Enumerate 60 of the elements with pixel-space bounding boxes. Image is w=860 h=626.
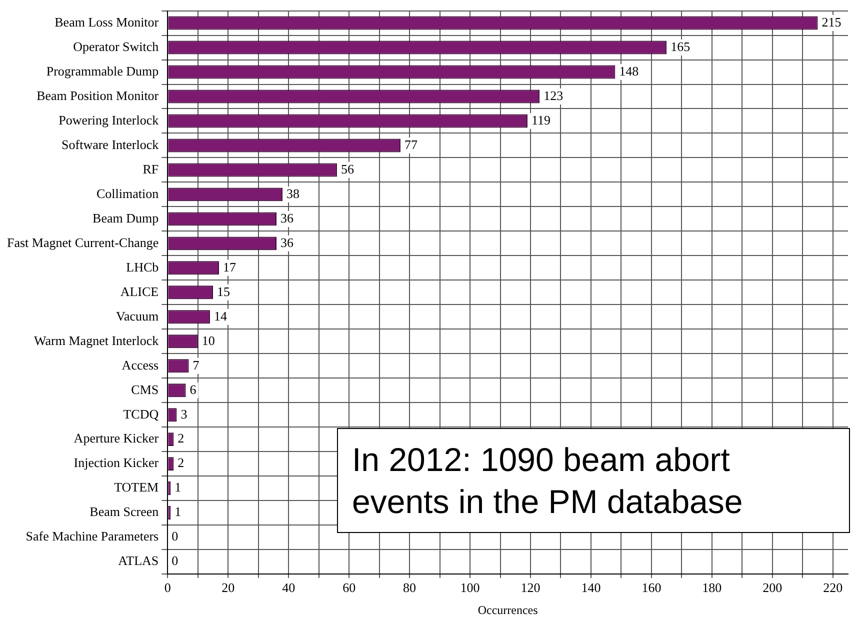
data-label: 56	[340, 161, 354, 176]
x-tick-label: 20	[222, 580, 235, 596]
y-tick-label: Fast Magnet Current-Change	[6, 234, 159, 250]
data-label: 3	[180, 406, 188, 422]
y-tick-label: LHCb	[126, 259, 159, 274]
data-label: 36	[280, 210, 294, 226]
y-tick-label: CMS	[131, 382, 159, 397]
data-label: 15	[216, 284, 230, 299]
y-tick-label: Warm Magnet Interlock	[34, 332, 160, 348]
data-label: 123	[544, 88, 564, 103]
x-tick-label: 40	[282, 580, 296, 596]
y-tick-label: Vacuum	[116, 308, 159, 324]
x-tick-label: 140	[581, 580, 601, 596]
data-label: 215	[822, 14, 842, 30]
y-tick-label: Software Interlock	[62, 136, 160, 152]
data-label: 1	[174, 504, 182, 520]
x-tick-label: 200	[762, 580, 782, 596]
y-tick-label: Programmable Dump	[46, 63, 159, 78]
y-tick-label: Beam Position Monitor	[36, 88, 160, 103]
x-tick-label: 180	[702, 580, 722, 596]
data-label: 148	[619, 63, 639, 78]
y-tick-label: Injection Kicker	[74, 455, 160, 470]
x-tick-label: 100	[460, 580, 480, 596]
y-tick-label: Access	[122, 357, 159, 372]
x-tick-label: 0	[164, 580, 171, 596]
data-label: 10	[202, 332, 215, 348]
text-box: In 2012: 1090 beam abort events in the PM database	[337, 428, 850, 533]
data-label: 2	[178, 430, 184, 446]
data-label: 17	[223, 259, 237, 274]
y-tick-label: RF	[142, 161, 159, 176]
y-tick-label: Safe Machine Parameters	[26, 528, 159, 544]
data-label: 1	[174, 480, 182, 495]
y-tick-label: Powering Interlock	[58, 112, 160, 128]
y-tick-label: Aperture Kicker	[74, 430, 160, 446]
data-label: 119	[531, 112, 551, 128]
data-label: 7	[192, 357, 200, 372]
data-label: 14	[214, 308, 228, 324]
y-tick-label: ALICE	[120, 284, 159, 299]
x-tick-label: 60	[342, 580, 356, 596]
data-label: 2	[178, 455, 184, 470]
x-tick-label: 160	[642, 580, 662, 596]
data-label: 36	[280, 234, 294, 250]
x-axis-title: Occurrences	[478, 602, 538, 617]
x-tick-label: 120	[520, 580, 540, 596]
data-label: 77	[404, 136, 418, 152]
y-tick-label: Beam Dump	[92, 210, 159, 226]
y-tick-label: ATLAS	[118, 553, 159, 568]
data-label: 38	[286, 186, 300, 201]
y-tick-label: TOTEM	[114, 480, 160, 495]
y-tick-label: TCDQ	[123, 406, 160, 422]
y-tick-label: Operator Switch	[73, 38, 160, 54]
data-label: 0	[172, 553, 178, 568]
y-tick-label: Collimation	[96, 186, 160, 201]
data-label: 0	[172, 528, 178, 544]
data-label: 6	[190, 382, 197, 397]
y-tick-label: Beam Screen	[90, 504, 160, 520]
x-tick-label: 220	[823, 580, 843, 596]
y-tick-label: Beam Loss Monitor	[54, 14, 160, 30]
x-tick-label: 80	[403, 580, 416, 596]
data-label: 165	[670, 38, 690, 54]
